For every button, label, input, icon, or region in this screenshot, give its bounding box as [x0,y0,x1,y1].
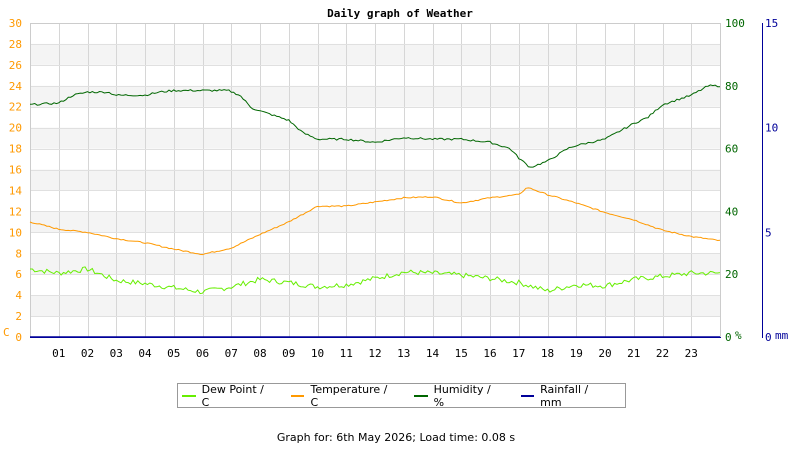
x-tick-label: 02 [81,347,94,360]
series-line-temperature [29,187,721,256]
x-tick-label: 06 [196,347,209,360]
legend-item-rainfall: Rainfall / mm [520,382,611,409]
y-tick-label-left: 28 [9,38,22,51]
series-line-humidity [29,84,720,168]
y-tick-label-right2: 15 [765,17,778,30]
y-tick-label-right2: 0 [765,331,772,344]
y-tick-label-left: 26 [9,59,22,72]
x-tick-label: 18 [541,347,554,360]
y-tick-label-left: 8 [15,247,22,260]
y-tick-label-right1: 20 [725,268,738,281]
y-tick-label-left: 20 [9,122,22,135]
legend-label-rainfall: Rainfall / mm [540,382,589,409]
y-tick-label-left: 2 [15,310,22,323]
x-tick-label: 20 [598,347,611,360]
y-tick-label-left: 0 [15,331,22,344]
x-tick-label: 13 [397,347,410,360]
y-tick-label-right2: 10 [765,122,778,135]
legend: Dew Point / C Temperature / C Humidity /… [177,382,626,409]
x-tick-label: 23 [685,347,698,360]
left-axis-unit: C [3,326,10,339]
legend-swatch-humidity [413,394,428,397]
y-tick-label-right1: 40 [725,205,738,218]
x-tick-label: 15 [455,347,468,360]
y-tick-label-right1: 0 [725,331,732,344]
legend-item-dew-point: Dew Point / C [182,383,273,409]
x-tick-label: 12 [368,347,381,360]
x-tick-label: 01 [52,347,65,360]
y-tick-label-left: 30 [9,17,22,30]
y-tick-label-left: 4 [15,289,22,302]
y-tick-label-right1: 80 [725,80,738,93]
x-tick-label: 17 [512,347,525,360]
x-tick-label: 16 [483,347,496,360]
x-tick-label: 22 [656,347,669,360]
legend-item-temperature: Temperature / C [290,382,396,409]
legend-swatch-rainfall [520,394,535,397]
chart-title: Daily graph of Weather [327,7,473,20]
x-tick-label: 14 [426,347,440,360]
y-tick-label-left: 18 [9,143,22,156]
y-tick-label-left: 24 [9,80,23,93]
x-tick-label: 11 [340,347,353,360]
x-tick-label: 09 [282,347,295,360]
x-tick-label: 19 [570,347,583,360]
legend-label-humidity: Humidity / % [433,382,491,409]
series-line-dew-point [30,266,721,295]
x-tick-label: 03 [110,347,123,360]
legend-swatch-temperature [290,394,305,397]
right2-axis-unit: mm [775,329,789,342]
x-tick-label: 10 [311,347,324,360]
y-tick-label-right1: 60 [725,143,738,156]
y-tick-label-left: 14 [9,184,23,197]
y-tick-label-left: 6 [15,268,22,281]
y-tick-label-left: 12 [9,205,22,218]
footer-status: Graph for: 6th May 2026; Load time: 0.08… [276,431,516,444]
y-tick-label-right1: 100 [725,17,745,30]
x-tick-label: 07 [225,347,238,360]
legend-label-dew-point: Dew Point / C [201,382,264,409]
legend-item-humidity: Humidity / % [413,382,503,409]
right1-axis-unit: % [735,329,742,342]
x-tick-label: 05 [167,347,180,360]
y-tick-label-left: 22 [9,101,22,114]
x-tick-label: 21 [627,347,640,360]
legend-label-temperature: Temperature / C [310,382,388,409]
y-tick-label-left: 10 [9,226,22,239]
x-tick-label: 04 [138,347,152,360]
legend-swatch-dew-point [182,394,196,397]
y-tick-label-right2: 5 [765,226,772,239]
y-tick-label-left: 16 [9,164,22,177]
x-tick-label: 08 [253,347,266,360]
